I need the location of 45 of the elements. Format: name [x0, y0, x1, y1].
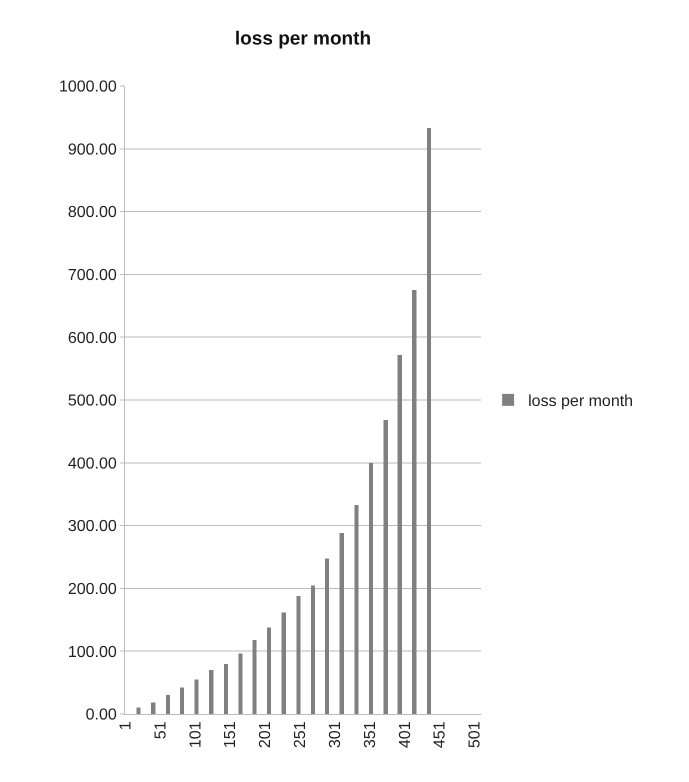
y-tick-label: 200.00	[68, 581, 117, 598]
y-tick-label: 400.00	[68, 455, 117, 472]
x-tick-label: 201	[257, 721, 274, 748]
bar	[412, 290, 416, 714]
y-tick-label: 0.00	[86, 706, 117, 724]
bar	[166, 695, 170, 714]
y-tick-label: 100.00	[68, 644, 117, 661]
y-tick-label: 600.00	[68, 330, 117, 347]
chart-title: loss per month	[234, 28, 372, 50]
bar	[267, 627, 272, 714]
bar	[368, 462, 374, 714]
y-tick-label: 500.00	[68, 392, 117, 410]
x-tick-label: 101	[187, 721, 204, 748]
bar	[252, 640, 257, 714]
bar	[340, 533, 344, 714]
bar	[224, 664, 228, 714]
y-tick-label: 1000.00	[58, 78, 117, 96]
x-tick-label: 151	[222, 721, 240, 748]
x-tick-label: 301	[326, 721, 344, 748]
legend-label: loss per month	[528, 393, 634, 410]
bar	[426, 128, 432, 714]
x-tick-label: 401	[396, 721, 414, 748]
bar	[296, 596, 301, 714]
y-tick-label: 800.00	[68, 204, 117, 222]
x-tick-label: 1	[118, 721, 135, 730]
bar	[398, 354, 402, 714]
bar	[282, 612, 286, 714]
bar	[194, 679, 199, 714]
x-tick-label: 51	[152, 721, 170, 740]
y-tick-label: 700.00	[68, 267, 117, 284]
x-tick-label: 451	[432, 721, 449, 748]
bar	[354, 504, 358, 714]
bar	[180, 688, 184, 714]
x-tick-label: 251	[292, 721, 310, 748]
x-tick-label: 351	[362, 721, 379, 748]
bar	[151, 702, 156, 714]
bar	[238, 654, 243, 714]
bar	[136, 708, 141, 714]
bar	[324, 558, 330, 714]
y-tick-label: 300.00	[68, 518, 117, 536]
bar	[384, 420, 388, 714]
x-tick-label: 501	[466, 721, 484, 748]
bar	[311, 585, 316, 714]
bar	[209, 670, 214, 714]
y-tick-label: 900.00	[68, 141, 117, 158]
